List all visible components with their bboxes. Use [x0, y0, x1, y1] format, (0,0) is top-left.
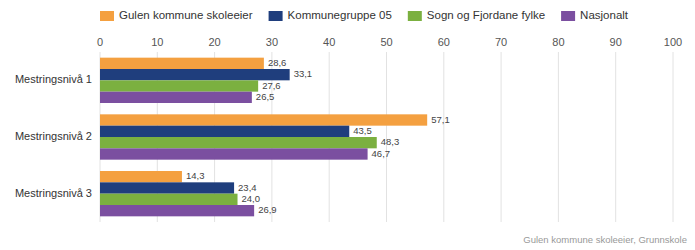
x-tick-label: 90 — [610, 36, 622, 48]
bar — [100, 137, 377, 148]
data-label: 23,4 — [238, 182, 257, 193]
bar — [100, 114, 427, 125]
bar — [100, 58, 264, 69]
x-tick-label: 80 — [552, 36, 564, 48]
data-label: 46,7 — [372, 148, 391, 159]
grid-line — [443, 52, 444, 222]
data-label: 14,3 — [186, 170, 205, 181]
y-tick-label: Mestringsnivå 3 — [15, 187, 92, 199]
bar — [100, 80, 258, 91]
bar — [100, 205, 254, 216]
data-label: 26,9 — [258, 204, 277, 215]
bar — [100, 194, 238, 205]
data-label: 57,1 — [431, 114, 450, 125]
legend-swatch — [561, 11, 575, 21]
data-label: 33,1 — [294, 68, 313, 79]
grid-line — [615, 52, 616, 222]
bar — [100, 92, 252, 103]
data-label: 43,5 — [353, 125, 372, 136]
legend-swatch — [269, 11, 283, 21]
data-label: 27,6 — [262, 80, 281, 91]
data-label: 26,5 — [256, 91, 275, 102]
x-tick-label: 40 — [323, 36, 335, 48]
grid-line — [558, 52, 559, 222]
legend-label: Nasjonalt — [580, 9, 629, 21]
grid-line — [501, 52, 502, 222]
chart: 0102030405060708090100Mestringsnivå 1Mes… — [0, 0, 695, 250]
x-tick-label: 60 — [438, 36, 450, 48]
footnote: Gulen kommune skoleeier, Grunnskole — [523, 234, 687, 245]
x-axis: 0 10 20 30 40 50 60 70 80 90 100 — [97, 36, 682, 48]
legend-swatch — [100, 11, 114, 21]
x-tick-label: 10 — [151, 36, 163, 48]
grid — [100, 52, 673, 222]
legend: Gulen kommune skoleeier Kommunegruppe 05 S… — [100, 9, 629, 21]
y-tick-label: Mestringsnivå 2 — [15, 130, 92, 142]
data-label: 24,0 — [242, 193, 261, 204]
x-tick-label: 0 — [97, 36, 103, 48]
legend-label: Kommunegruppe 05 — [288, 9, 392, 21]
x-tick-label: 50 — [380, 36, 392, 48]
y-tick-label: Mestringsnivå 1 — [15, 73, 92, 85]
x-tick-label: 70 — [495, 36, 507, 48]
data-labels: 28,6 57,1 14,3 33,1 43,5 23,4 27,6 48,3 24,0 26,5… — [186, 57, 450, 215]
x-tick-label: 20 — [208, 36, 220, 48]
bar — [100, 182, 234, 193]
x-tick-label: 100 — [664, 36, 682, 48]
grid-line — [673, 52, 674, 222]
data-label: 28,6 — [268, 57, 287, 68]
x-tick-label: 30 — [266, 36, 278, 48]
bar — [100, 148, 368, 159]
bar — [100, 126, 349, 137]
legend-label: Sogn og Fjordane fylke — [427, 9, 545, 21]
bar — [100, 171, 182, 182]
legend-label: Gulen kommune skoleeier — [119, 9, 253, 21]
y-axis: Mestringsnivå 1 Mestringsnivå 2 Mestringsn… — [15, 73, 92, 198]
data-label: 48,3 — [381, 136, 400, 147]
legend-swatch — [408, 11, 422, 21]
bars — [100, 58, 427, 217]
